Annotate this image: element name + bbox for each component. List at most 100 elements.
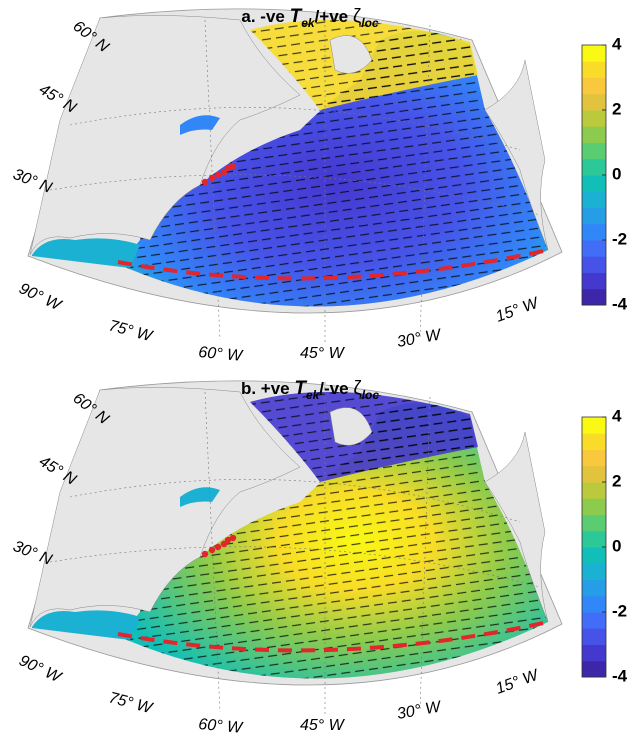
colorbar-band [582,644,606,662]
longitude-label: 75° W [107,689,155,717]
title-part: T [294,378,307,399]
longitude-label: 15° W [494,294,543,326]
longitude-label: 30° W [396,698,444,723]
colorbar-band [582,660,606,678]
colorbar-band [582,223,606,241]
colorbar-band [582,288,606,306]
gulf [32,238,140,268]
latitude-label: 30° N [11,166,55,197]
title-part: a. -ve [241,7,289,26]
colorbar-tick-label: 2 [612,99,621,118]
longitude-label: 30° W [396,326,444,351]
colorbar-band [582,240,606,257]
colorbar-band [582,563,606,580]
colorbar-band [582,158,606,176]
latitude-label: 45° N [36,81,79,117]
arrow-field [120,31,548,307]
coastal-water [180,487,220,507]
title-part: /+ve [315,7,353,26]
colorbar-band [582,126,606,143]
colorbar-band [582,628,606,645]
gulf [32,610,140,640]
colorbar-tick-label: -2 [612,229,627,248]
title-part: ek [306,388,321,402]
longitude-label: 15° W [494,666,543,698]
colorbar-band [582,498,606,515]
colorbar-tick-label: 4 [612,406,622,425]
colorbar-band [582,482,606,499]
observation-site [214,171,222,179]
colorbar-band [582,417,606,434]
north-america [29,15,301,256]
arrow-field [120,403,548,679]
colorbar-tick-label: 0 [612,536,621,555]
colorbar-band [582,61,606,78]
title-part: b. +ve [241,379,294,398]
title-part: loc [362,388,380,402]
latitude-label: 30° N [11,538,55,569]
longitude-label: 90° W [16,280,65,315]
title-part: /-ve [319,379,353,398]
coastal-water [180,115,220,135]
greenland [329,35,373,74]
title-part: loc [361,16,379,30]
colorbar-tick-label: -2 [612,601,627,620]
colorbar-band [582,530,606,548]
greenland [329,407,373,446]
longitude-label: 60° W [198,344,245,365]
colorbar-tick-label: 4 [612,34,622,53]
panel-title: a. -ve Tek/+ve ζloc [241,6,379,30]
colorbar-band [582,110,606,127]
colorbar-band [582,175,606,192]
observation-site [220,540,228,548]
colorbar-band [582,465,606,483]
longitude-label: 90° W [16,652,65,687]
observation-site [208,546,216,554]
observation-site [208,174,216,182]
north-america [29,387,301,628]
longitude-label: 75° W [107,317,155,345]
colorbar-band [582,256,606,273]
colorbar-tick-label: -4 [612,666,628,685]
observation-site [229,162,237,170]
europe-africa [484,59,549,251]
latitude-label: 45° N [36,453,79,489]
colorbar-tick-label: 0 [612,164,621,183]
colorbar-tick-label: -4 [612,294,628,313]
observation-site [229,534,237,542]
title-part: ζ [353,378,362,399]
observation-site [220,168,228,176]
colorbar-band [582,45,606,62]
colorbar-band [582,547,606,564]
colorbar-band [582,142,606,160]
colorbar-band [582,514,606,532]
colorbar-band [582,579,606,597]
colorbar-band [582,77,606,95]
latitude-line [117,248,549,281]
latitude-line [117,620,549,653]
colorbar-band [582,93,606,111]
colorbar-band [582,612,606,629]
title-part: ek [301,16,316,30]
europe-africa [484,431,549,623]
observation-site [224,164,232,172]
colorbar-band [582,191,606,208]
title-part: T [290,6,303,27]
observation-site [224,536,232,544]
colorbar-tick-label: 2 [612,471,621,490]
longitude-label: 45° W [300,717,346,734]
title-part: ζ [353,6,362,27]
colorbar-band [582,449,606,467]
longitude-label: 60° W [198,716,245,737]
observation-site [201,178,209,186]
colorbar-band [582,433,606,450]
colorbar-band [582,207,606,225]
panel-title: b. +ve Tek/-ve ζloc [241,378,379,402]
observation-site [201,550,209,558]
observation-site [214,543,222,551]
longitude-label: 45° W [300,345,346,362]
colorbar-band [582,595,606,613]
